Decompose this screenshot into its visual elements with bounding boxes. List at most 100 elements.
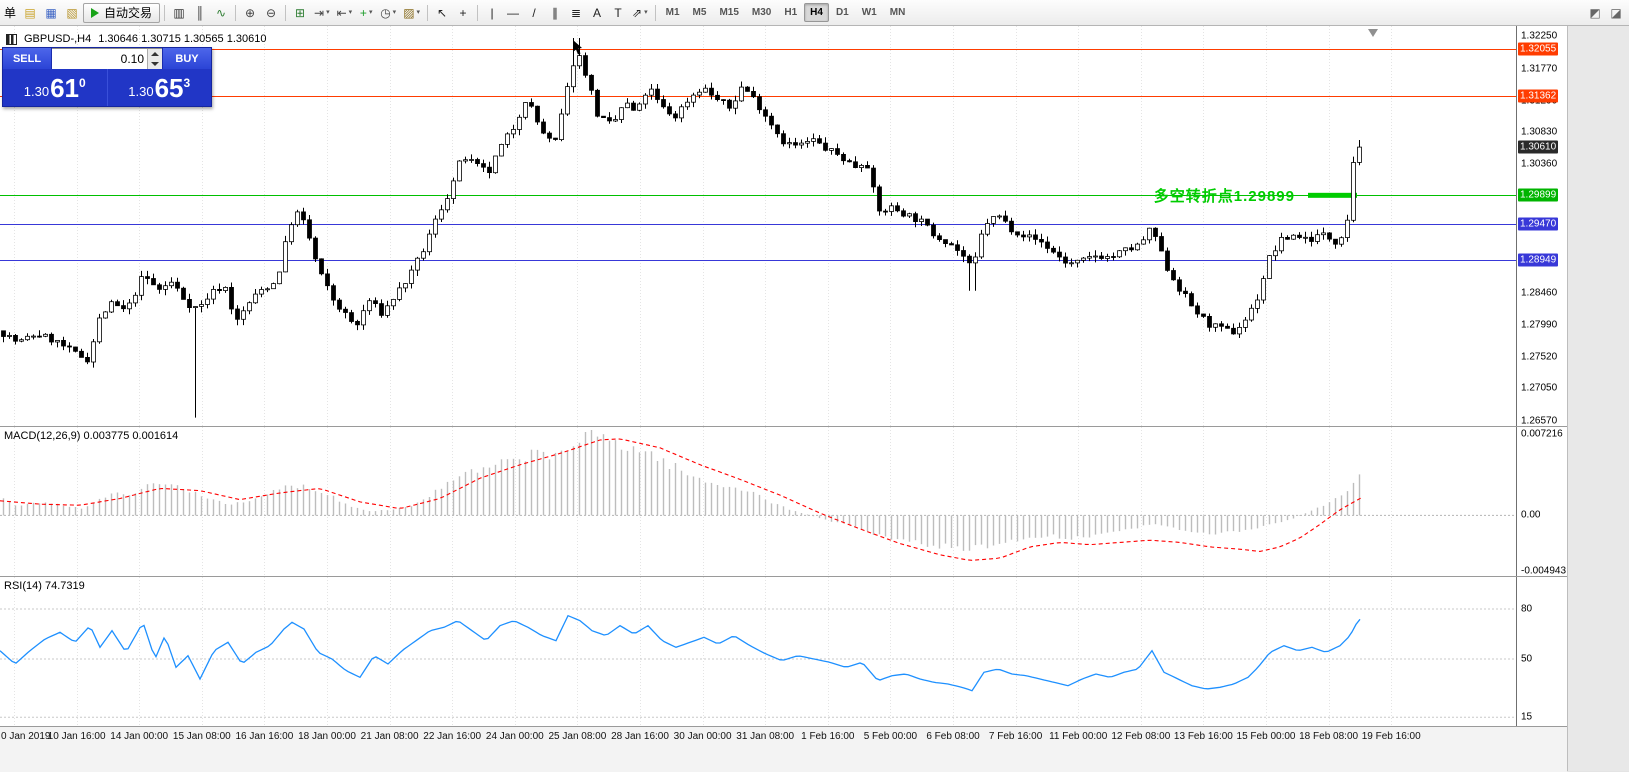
macd-pane: MACD(12,26,9) 0.003775 0.001614 0.007216…	[0, 426, 1567, 577]
macd-axis[interactable]: 0.007216 0.00 -0.004943	[1516, 427, 1567, 577]
macd-plot[interactable]: MACD(12,26,9) 0.003775 0.001614	[0, 427, 1517, 577]
spinner-up-icon[interactable]	[148, 49, 162, 59]
sell-button[interactable]: SELL	[3, 48, 52, 69]
tile-windows-icon: ⊞	[295, 5, 306, 20]
candlestick-type-icon[interactable]: ║	[190, 3, 210, 22]
price-badge: 1.29470	[1518, 217, 1559, 231]
rsi-label: RSI(14) 74.7319	[4, 580, 85, 592]
rsi-axis[interactable]: 80 50 15	[1516, 577, 1567, 727]
new-order-icon: ▤	[24, 5, 36, 20]
date-label: 5 Feb 00:00	[863, 731, 918, 742]
label-icon[interactable]: T	[608, 3, 628, 22]
toolbar-overflow-right-icon[interactable]: ◪	[1606, 3, 1626, 22]
auto-scroll-icon[interactable]: ⇥ ▾	[311, 3, 333, 22]
timeframe-d1[interactable]: D1	[830, 3, 855, 22]
cursor-icon[interactable]: ↖	[432, 3, 452, 22]
rsi-plot[interactable]: RSI(14) 74.7319	[0, 577, 1517, 727]
one-click-trading-panel: SELL 0.10 BUY 1.30 61 0	[2, 47, 212, 107]
ohlc-values: 1.30646 1.30715 1.30565 1.30610	[98, 33, 267, 45]
date-label: 19 Feb 16:00	[1361, 731, 1421, 742]
indicators-icon[interactable]: + ▾	[356, 3, 376, 22]
fibonacci-icon[interactable]: ≣	[566, 3, 586, 22]
text-icon: A	[593, 5, 602, 20]
templates-icon: ▨	[403, 5, 415, 20]
profiles-icon[interactable]: ▧	[62, 3, 82, 22]
price-tick: 1.30360	[1521, 158, 1558, 170]
buy-price[interactable]: 1.30 65 3	[106, 69, 212, 106]
spinner-down-icon[interactable]	[148, 59, 162, 69]
timeframe-m15[interactable]: M15	[713, 3, 744, 22]
macd-label: MACD(12,26,9) 0.003775 0.001614	[4, 430, 179, 442]
rsi-chart-svg	[0, 577, 1517, 727]
templates-icon[interactable]: ▨ ▾	[400, 3, 423, 22]
price-tick: 1.27050	[1521, 382, 1558, 394]
price-pane: GBPUSD-,H4 1.30646 1.30715 1.30565 1.306…	[0, 26, 1567, 426]
cursor-icon: ↖	[437, 5, 448, 20]
macd-tick: 0.007216	[1521, 428, 1563, 440]
timeframe-h4[interactable]: H4	[804, 3, 829, 22]
text-icon[interactable]: A	[587, 3, 607, 22]
date-label: 31 Jan 08:00	[736, 731, 795, 742]
chart-shift-icon[interactable]: ⇤ ▾	[334, 3, 356, 22]
toolbar-separator	[654, 4, 656, 21]
buy-button[interactable]: BUY	[162, 48, 211, 69]
label-icon: T	[614, 5, 622, 20]
vertical-gridlines	[14, 427, 1392, 577]
tile-windows-icon[interactable]: ⊞	[290, 3, 310, 22]
crosshair-icon[interactable]: +	[453, 3, 473, 22]
trendline-icon: /	[532, 5, 536, 20]
date-label: 10 Jan 16:00	[47, 731, 106, 742]
volume-spinner	[147, 49, 162, 69]
timeframe-w1[interactable]: W1	[856, 3, 883, 22]
price-tick: 1.31770	[1521, 63, 1558, 74]
vertical-line-icon[interactable]: |	[482, 3, 502, 22]
zoom-out-icon[interactable]: ⊖	[261, 3, 281, 22]
toolbar-overflow-left-icon[interactable]: ◩	[1585, 3, 1605, 22]
date-label: 25 Jan 08:00	[548, 731, 607, 742]
chart-list-icon[interactable]: ▦	[41, 3, 61, 22]
date-label: 15 Feb 00:00	[1236, 731, 1296, 742]
profiles-icon: ▧	[66, 5, 78, 20]
auto-trading-button[interactable]: 自动交易	[83, 2, 161, 23]
vertical-line-icon: |	[490, 5, 494, 20]
line-chart-type-icon: ∿	[216, 5, 227, 20]
price-tick: 1.27520	[1521, 351, 1558, 363]
zoom-in-icon[interactable]: ⊕	[240, 3, 260, 22]
date-label: 18 Jan 00:00	[298, 731, 356, 742]
volume-field[interactable]: 0.10	[52, 48, 162, 69]
timeframe-m5[interactable]: M5	[687, 3, 713, 22]
bar-chart-type-icon[interactable]: ▥	[169, 3, 189, 22]
date-label: 16 Jan 16:00	[235, 731, 294, 742]
symbol-period-label: GBPUSD-,H4	[24, 33, 92, 45]
toolbar-separator	[427, 4, 429, 21]
chart-shift-marker	[1368, 29, 1378, 37]
price-tick: 1.27990	[1521, 319, 1558, 331]
dropdown-caret-icon: ▾	[326, 9, 330, 16]
menu-text-fragment[interactable]: 单	[4, 6, 17, 20]
timeframe-m1[interactable]: M1	[660, 3, 686, 22]
pivot-line-highlight	[1308, 192, 1357, 198]
price-axis[interactable]: 1.322501.317701.312901.308301.303601.284…	[1516, 26, 1567, 426]
new-order-icon[interactable]: ▤	[20, 3, 40, 22]
periods-icon[interactable]: ◷ ▾	[377, 3, 399, 22]
date-label: 18 Feb 08:00	[1299, 731, 1359, 742]
line-chart-type-icon[interactable]: ∿	[211, 3, 231, 22]
dropdown-caret-icon: ▾	[392, 9, 397, 16]
timeframe-m30[interactable]: M30	[746, 3, 777, 22]
sell-price[interactable]: 1.30 61 0	[23, 72, 86, 103]
arrows-icon[interactable]: ⇗ ▾	[629, 3, 651, 22]
volume-value: 0.10	[120, 52, 144, 66]
date-label: 30 Jan 00:00	[673, 731, 732, 742]
timeframe-mn[interactable]: MN	[884, 3, 912, 22]
dropdown-caret-icon: ▾	[644, 9, 648, 16]
time-axis[interactable]: 0 Jan 2019 10 Jan 16:00 14 Jan 00:00 15 Jan…	[0, 726, 1567, 772]
crosshair-icon: +	[459, 5, 467, 20]
price-plot[interactable]: GBPUSD-,H4 1.30646 1.30715 1.30565 1.306…	[0, 26, 1517, 426]
toolbar-overflow-right-icon: ◪	[1610, 5, 1622, 20]
equidistant-channel-icon[interactable]: ∥	[545, 3, 565, 22]
horizontal-line-icon[interactable]: —	[503, 3, 523, 22]
timeframe-h1[interactable]: H1	[778, 3, 803, 22]
trendline-icon[interactable]: /	[524, 3, 544, 22]
play-icon	[91, 7, 100, 18]
window-right-gap	[1567, 26, 1629, 771]
